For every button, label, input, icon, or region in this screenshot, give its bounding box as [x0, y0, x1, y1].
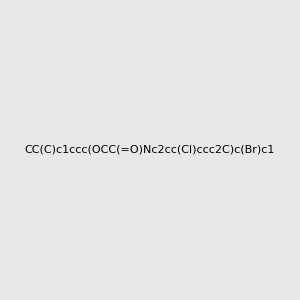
Text: CC(C)c1ccc(OCC(=O)Nc2cc(Cl)ccc2C)c(Br)c1: CC(C)c1ccc(OCC(=O)Nc2cc(Cl)ccc2C)c(Br)c1 — [25, 145, 275, 155]
